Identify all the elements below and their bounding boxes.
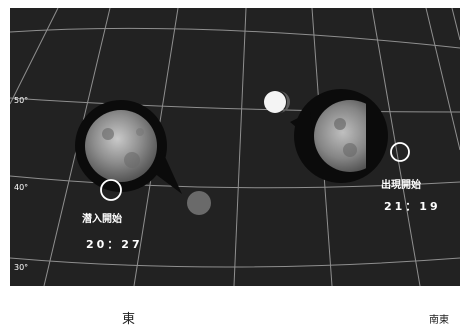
egress-label: 出現開始 — [381, 178, 421, 191]
altitude-line-30 — [10, 257, 460, 268]
azimuth-line — [233, 8, 247, 286]
altitude-line-60 — [10, 27, 460, 49]
altitude-line-50 — [10, 97, 460, 113]
azimuth-line — [425, 8, 460, 151]
direction-east: 東 — [122, 311, 135, 327]
egress-contact-marker — [390, 142, 410, 162]
ingress-moon — [85, 110, 157, 182]
altitude-label-30: 30° — [14, 263, 28, 272]
ingress-contact-marker — [100, 179, 122, 201]
ingress-label: 潜入開始 — [82, 212, 122, 225]
ingress-time: 20：27 — [86, 238, 143, 251]
coordinate-grid — [10, 8, 460, 286]
direction-southeast: 南東 — [429, 313, 449, 326]
egress-callout — [290, 89, 410, 183]
ingress-callout — [75, 100, 182, 201]
altitude-line-40 — [10, 175, 460, 189]
altitude-label-50: 50° — [14, 96, 28, 105]
azimuth-line — [10, 8, 59, 105]
bright-moon — [264, 91, 290, 113]
moon-mid-path — [187, 191, 211, 215]
azimuth-line — [451, 8, 460, 41]
azimuth-line — [371, 8, 421, 286]
altitude-label-40: 40° — [14, 183, 28, 192]
egress-time: 21：19 — [384, 200, 441, 213]
